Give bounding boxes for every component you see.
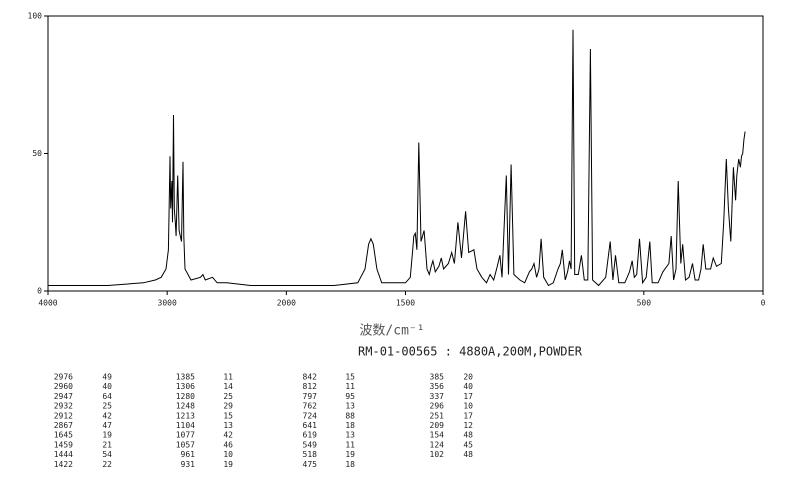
peak-wavenumber: 1645 [54, 431, 73, 440]
peak-wavenumber: 1459 [54, 440, 73, 449]
x-tick-label: 4000 [38, 299, 57, 308]
peak-wavenumber: 1444 [54, 450, 73, 459]
y-tick-label: 50 [32, 149, 42, 158]
peak-wavenumber: 475 [303, 460, 318, 469]
peak-intensity: 19 [345, 450, 355, 459]
peak-intensity: 25 [102, 402, 112, 411]
x-tick-label: 3000 [158, 299, 177, 308]
peak-intensity: 15 [223, 411, 233, 420]
peak-wavenumber: 251 [430, 411, 445, 420]
peak-wavenumber: 124 [430, 440, 445, 449]
peak-intensity: 47 [102, 421, 112, 430]
peak-wavenumber: 154 [430, 431, 445, 440]
y-tick-label: 0 [37, 287, 42, 296]
peak-wavenumber: 2976 [54, 373, 73, 382]
peak-intensity: 11 [345, 382, 355, 391]
peak-intensity: 13 [223, 421, 233, 430]
peak-wavenumber: 1077 [176, 431, 195, 440]
x-tick-label: 1500 [396, 299, 415, 308]
peak-intensity: 11 [345, 440, 355, 449]
peak-wavenumber: 619 [303, 431, 318, 440]
subtitle: RM-01-00565 : 4880A,200M,POWDER [358, 345, 583, 359]
peak-wavenumber: 931 [181, 460, 196, 469]
peak-intensity: 11 [223, 373, 233, 382]
peak-intensity: 14 [223, 382, 233, 391]
peak-wavenumber: 1104 [176, 421, 195, 430]
peak-intensity: 46 [223, 440, 233, 449]
peak-intensity: 18 [345, 421, 355, 430]
peak-intensity: 49 [102, 373, 112, 382]
peak-wavenumber: 102 [430, 450, 445, 459]
spectrum-line [48, 29, 746, 287]
y-tick-label: 100 [28, 12, 43, 21]
peak-intensity: 25 [223, 392, 233, 401]
peak-intensity: 19 [223, 460, 233, 469]
peak-wavenumber: 1213 [176, 411, 195, 420]
peak-wavenumber: 1280 [176, 392, 195, 401]
peak-intensity: 12 [463, 421, 473, 430]
peak-wavenumber: 812 [303, 382, 318, 391]
peak-intensity: 64 [102, 392, 112, 401]
peak-intensity: 21 [102, 440, 112, 449]
peak-intensity: 22 [102, 460, 112, 469]
x-tick-label: 2000 [277, 299, 296, 308]
peak-intensity: 45 [463, 440, 473, 449]
peak-intensity: 18 [345, 460, 355, 469]
peak-wavenumber: 2912 [54, 411, 73, 420]
peak-wavenumber: 797 [303, 392, 318, 401]
peak-intensity: 48 [463, 431, 473, 440]
peak-wavenumber: 961 [181, 450, 196, 459]
peak-wavenumber: 1248 [176, 402, 195, 411]
peak-intensity: 13 [345, 431, 355, 440]
peak-intensity: 42 [102, 411, 112, 420]
peak-wavenumber: 842 [303, 373, 318, 382]
peak-intensity: 40 [102, 382, 112, 391]
peak-wavenumber: 1385 [176, 373, 195, 382]
peak-wavenumber: 724 [303, 411, 318, 420]
x-tick-label: 500 [637, 299, 652, 308]
peak-wavenumber: 549 [303, 440, 318, 449]
peak-intensity: 29 [223, 402, 233, 411]
plot-frame [47, 15, 764, 292]
x-axis-label: 波数/cm⁻¹ [359, 324, 424, 339]
peak-wavenumber: 2960 [54, 382, 73, 391]
peak-intensity: 15 [345, 373, 355, 382]
peak-intensity: 19 [102, 431, 112, 440]
peak-wavenumber: 296 [430, 402, 445, 411]
x-tick-label: 0 [761, 299, 766, 308]
peak-intensity: 95 [345, 392, 355, 401]
peak-wavenumber: 1057 [176, 440, 195, 449]
peak-wavenumber: 2932 [54, 402, 73, 411]
peak-wavenumber: 2947 [54, 392, 73, 401]
peak-intensity: 13 [345, 402, 355, 411]
peak-intensity: 10 [223, 450, 233, 459]
peak-wavenumber: 385 [430, 373, 445, 382]
peak-wavenumber: 337 [430, 392, 445, 401]
peak-intensity: 40 [463, 382, 473, 391]
peak-wavenumber: 1422 [54, 460, 73, 469]
peak-intensity: 54 [102, 450, 112, 459]
peak-intensity: 17 [463, 411, 473, 420]
peak-wavenumber: 2867 [54, 421, 73, 430]
peak-wavenumber: 356 [430, 382, 445, 391]
peak-wavenumber: 762 [303, 402, 318, 411]
peak-wavenumber: 209 [430, 421, 445, 430]
peak-intensity: 20 [463, 373, 473, 382]
peak-intensity: 88 [345, 411, 355, 420]
peak-wavenumber: 641 [303, 421, 318, 430]
peak-intensity: 10 [463, 402, 473, 411]
peak-wavenumber: 518 [303, 450, 318, 459]
peak-intensity: 42 [223, 431, 233, 440]
peak-wavenumber: 1306 [176, 382, 195, 391]
peak-intensity: 17 [463, 392, 473, 401]
peak-intensity: 48 [463, 450, 473, 459]
